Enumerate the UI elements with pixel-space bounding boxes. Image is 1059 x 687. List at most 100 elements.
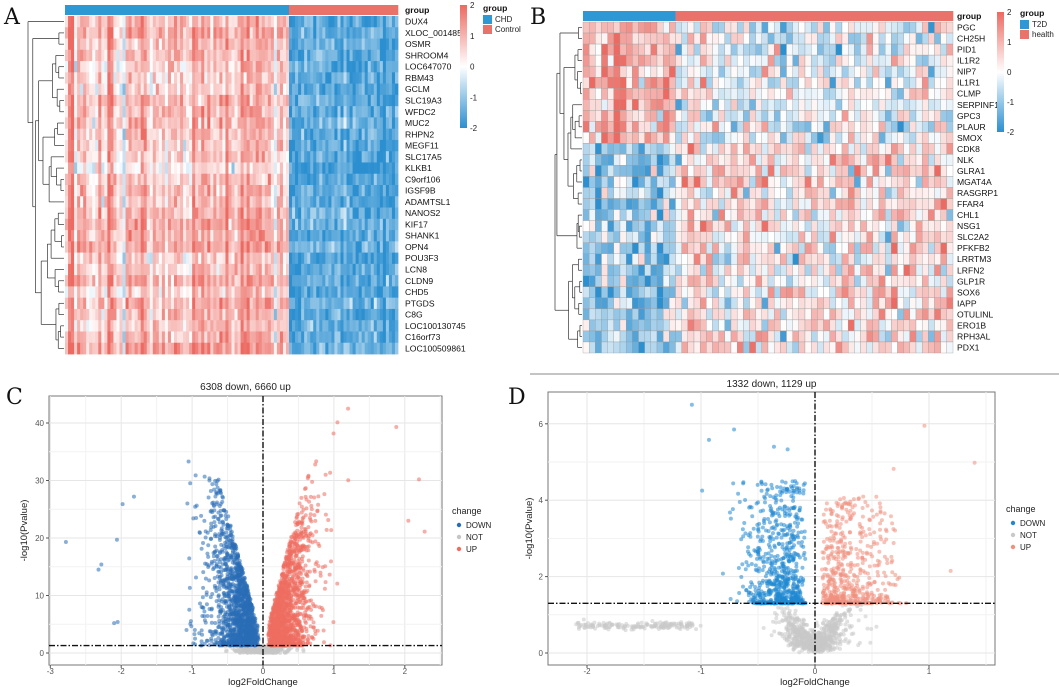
heatmap-cell [644, 54, 652, 67]
panel-label-c: C [6, 385, 23, 410]
heatmap-cell [131, 16, 136, 28]
heatmap-cell [730, 110, 738, 122]
heatmap-cell [301, 16, 305, 28]
heatmap-cell [198, 173, 202, 186]
heatmap-cell [724, 121, 732, 133]
heatmap-cell [364, 72, 369, 84]
heatmap-cell [234, 128, 238, 141]
heatmap-cell [319, 218, 323, 231]
heatmap-cell [267, 241, 272, 253]
heatmap-cell [295, 117, 299, 130]
heatmap-cell [180, 117, 184, 130]
heatmap-cell [204, 297, 208, 310]
heatmap-cell [373, 27, 378, 39]
heatmap-cell [662, 65, 670, 78]
heatmap-cell [798, 209, 806, 221]
heatmap-cell [89, 297, 93, 310]
heatmap-cell [192, 94, 196, 107]
heatmap-cell [334, 342, 338, 355]
heatmap-cell [693, 242, 701, 254]
heatmap-cell [128, 218, 132, 231]
heatmap-cell [829, 231, 837, 243]
heatmap-cell [140, 297, 145, 310]
heatmap-cell [367, 83, 372, 96]
heatmap-cell [319, 49, 323, 62]
heatmap-cell [80, 61, 84, 73]
heatmap-cell [249, 16, 254, 28]
heatmap-cell [113, 16, 117, 28]
heatmap-cell [155, 308, 160, 321]
heatmap-cell [601, 187, 608, 199]
heatmap-cell [234, 106, 238, 118]
heatmap-cell [322, 151, 326, 163]
heatmap-cell [367, 106, 372, 118]
heatmap-cell [167, 185, 172, 197]
heatmap-cell [155, 196, 160, 208]
heatmap-cell [167, 275, 172, 287]
heatmap-cell [98, 185, 102, 197]
heatmap-cell [601, 43, 608, 56]
heatmap-cell [246, 297, 251, 310]
heatmap-cell [928, 187, 935, 199]
heatmap-cell [718, 187, 726, 199]
heatmap-cell [304, 83, 308, 96]
heatmap-cell [613, 209, 621, 221]
heatmap-cell [237, 342, 241, 355]
heatmap-cell [940, 198, 948, 210]
heatmap-cell [337, 49, 341, 62]
heatmap-cell [128, 185, 132, 197]
heatmap-cell [113, 252, 117, 265]
heatmap-cell [313, 27, 317, 39]
heatmap-cell [264, 286, 269, 299]
heatmap-cell [143, 27, 148, 39]
heatmap-cell [77, 297, 81, 310]
heatmap-cell [225, 72, 229, 84]
heatmap-cell [264, 320, 269, 332]
heatmap-cell [376, 27, 381, 39]
heatmap-cell [155, 38, 160, 51]
heatmap-cell [213, 207, 217, 220]
heatmap-a: groupDUX4XLOC_001485OSMRSHROOM4LOC647070… [27, 1, 521, 355]
heatmap-cell [77, 139, 81, 152]
heatmap-cell [155, 342, 160, 355]
heatmap-cell [80, 106, 84, 118]
heatmap-cell [122, 49, 126, 62]
heatmap-cell [884, 231, 892, 243]
heatmap-cell [252, 72, 257, 84]
heatmap-cell [891, 76, 898, 89]
heatmap-cell [328, 241, 332, 253]
heatmap-cell [854, 231, 861, 243]
heatmap-cell [295, 72, 299, 84]
heatmap-cell [743, 43, 750, 56]
heatmap-cell [334, 252, 338, 265]
heatmap-cell [841, 176, 849, 188]
heatmap-cell [146, 252, 151, 265]
heatmap-cell [107, 27, 111, 39]
heatmap-cell [119, 241, 123, 253]
heatmap-cell [113, 61, 117, 73]
heatmap-cell [334, 286, 338, 299]
heatmap-cell [180, 286, 184, 299]
heatmap-cell [189, 320, 193, 332]
heatmap-cell [644, 154, 652, 166]
heatmap-cell [379, 252, 384, 265]
heatmap-cell [632, 132, 639, 144]
row-label: GPC3 [957, 111, 981, 121]
heatmap-cell [86, 331, 90, 344]
heatmap-cell [878, 88, 886, 100]
heatmap-cell [137, 185, 142, 197]
heatmap-cell [340, 16, 344, 28]
heatmap-cell [595, 143, 602, 155]
heatmap-cell [644, 43, 652, 56]
heatmap-cell [693, 187, 701, 199]
heatmap-cell [204, 263, 208, 276]
heatmap-cell [83, 196, 87, 208]
heatmap-cell [149, 38, 154, 51]
heatmap-cell [285, 196, 290, 208]
heatmap-cell [213, 297, 217, 310]
heatmap-cell [295, 320, 299, 332]
heatmap-cell [394, 106, 399, 118]
heatmap-cell [98, 252, 102, 265]
heatmap-cell [792, 187, 800, 199]
heatmap-cell [385, 128, 390, 141]
